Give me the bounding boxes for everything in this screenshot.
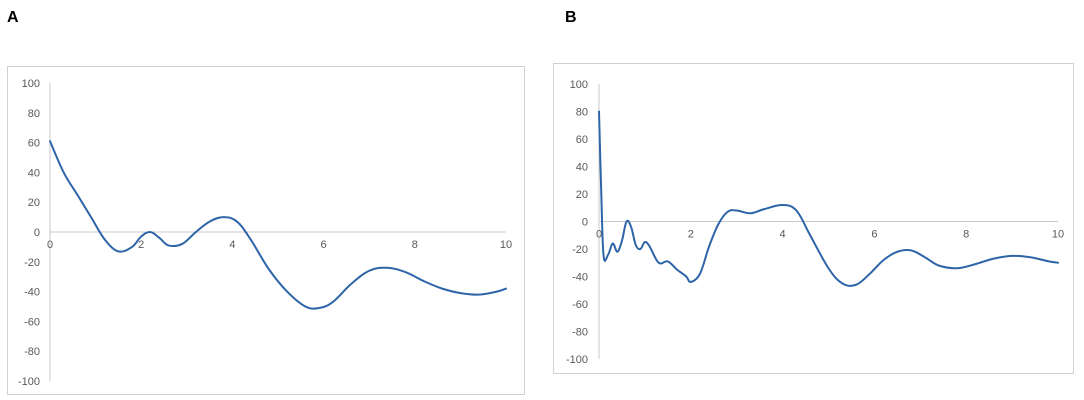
chart-a-y-tick-label: 0 xyxy=(34,227,40,239)
chart-a-y-tick-label: 40 xyxy=(28,167,40,179)
chart-b-x-tick-label: 0 xyxy=(596,229,602,241)
chart-a-x-tick-label: 2 xyxy=(138,239,144,251)
chart-b-y-tick-label: -80 xyxy=(572,327,588,339)
chart-b-y-tick-label: -60 xyxy=(572,299,588,311)
chart-b-x-tick-label: 4 xyxy=(780,229,786,241)
chart-a-y-tick-label: 20 xyxy=(28,197,40,209)
chart-a-x-tick-label: 4 xyxy=(229,239,235,251)
chart-a-series-line-0 xyxy=(49,140,507,310)
chart-b-x-tick-label: 2 xyxy=(688,229,694,241)
chart-a-y-tick-label: -40 xyxy=(24,287,40,299)
chart-a-y-tick-label: 80 xyxy=(28,108,40,120)
chart-a-x-tick-label: 6 xyxy=(321,239,327,251)
chart-a-x-tick-label: 0 xyxy=(47,239,53,251)
chart-a-y-tick-label: 60 xyxy=(28,138,40,150)
chart-a-frame: 100 80 60 40 20 0 -20 -40 -60 -80 -100 0 2 4 6 8 10 xyxy=(7,66,525,395)
chart-b-y-tick-label: 40 xyxy=(576,162,588,174)
chart-a: 100 80 60 40 20 0 -20 -40 -60 -80 -100 0 2 4 6 8 10 xyxy=(18,78,512,388)
chart-a-y-tick-label: -100 xyxy=(18,376,40,388)
chart-b-y-tick-label: 60 xyxy=(576,134,588,146)
panel-label-a: A xyxy=(7,9,19,26)
chart-b-y-tick-label: 100 xyxy=(570,79,588,91)
chart-b-y-tick-label: 0 xyxy=(582,217,588,229)
chart-b-x-tick-label: 8 xyxy=(963,229,969,241)
panel-label-b: B xyxy=(565,9,577,26)
chart-b-y-tick-label: -40 xyxy=(572,272,588,284)
chart-a-y-tick-label: -20 xyxy=(24,257,40,269)
chart-a-y-tick-label: -80 xyxy=(24,346,40,358)
chart-b-frame: 100 80 60 40 20 0 -20 -40 -60 -80 -100 0 2 4 6 8 10 xyxy=(553,63,1074,374)
chart-a-x-tick-label: 8 xyxy=(412,239,418,251)
chart-b-x-tick-label: 6 xyxy=(871,229,877,241)
chart-a-y-tick-label: -60 xyxy=(24,316,40,328)
chart-a-y-tick-label: 100 xyxy=(22,78,40,90)
chart-b-y-tick-label: 20 xyxy=(576,189,588,201)
chart-b-y-tick-label: -100 xyxy=(566,354,588,366)
chart-a-x-tick-label: 10 xyxy=(500,239,512,251)
chart-b-series-line-0 xyxy=(598,110,1059,287)
chart-b-y-tick-label: -20 xyxy=(572,244,588,256)
chart-b-x-tick-label: 10 xyxy=(1052,229,1064,241)
chart-b: 100 80 60 40 20 0 -20 -40 -60 -80 -100 0 2 4 6 8 10 xyxy=(566,79,1064,366)
chart-b-y-tick-label: 80 xyxy=(576,107,588,119)
